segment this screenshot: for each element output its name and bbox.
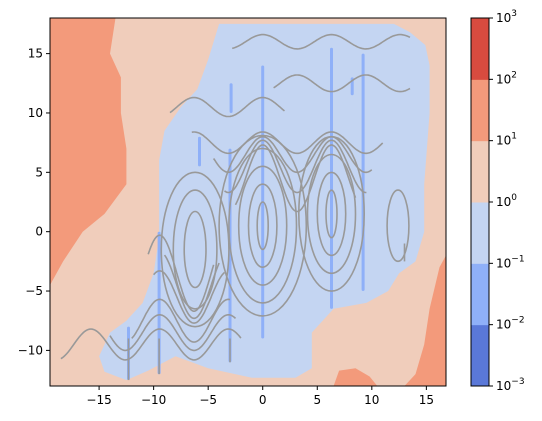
contour-line-10 [152,270,226,324]
region-5 [382,18,446,66]
region-1 [50,18,127,286]
plot-frame [49,17,447,387]
contour-line-21 [297,135,365,292]
contour-line-13 [256,201,270,251]
contour-line-0 [231,33,411,50]
colorbar-segment [471,140,489,203]
colorbar-segment [471,79,489,142]
contour-line-15 [237,165,288,286]
contour-line-4 [212,135,373,174]
contour-line-12 [147,234,215,312]
contour-line-17 [218,134,308,317]
contour-line-18 [325,189,338,239]
x-tick-label: 10 [364,393,379,407]
colorbar-tick-label: 103 [496,9,517,25]
y-tick-label: 0 [35,225,43,239]
x-tick-label: 5 [313,393,321,407]
x-tick-label: −10 [141,393,166,407]
y-tick-label: 5 [35,165,43,179]
plot-area [50,18,446,386]
region-3 [333,368,378,386]
colorbar-segment [471,263,489,326]
contour-line-24 [160,171,230,328]
colorbar-segment [471,202,489,264]
contour-lines [60,33,411,381]
contour-line-5 [224,139,367,194]
contour-line-9 [131,298,231,343]
colorbar-segment [471,18,489,80]
contour-line-14 [247,183,278,268]
y-tick-label: −10 [18,343,43,357]
region-spike-13 [229,83,233,113]
colorbar-tick-label: 101 [496,132,517,148]
colorbar: 103 102 101 100 10−1 10−2 10−3 [470,9,525,393]
x-tick-label: 15 [419,393,434,407]
contour-line-7 [60,328,242,361]
y-axis: 15 10 5 0 −5 −10 [18,47,50,357]
contour-line-2 [169,96,285,118]
colorbar-tick-label: 100 [496,193,517,209]
region-spike-9 [198,136,201,167]
x-tick-label: 0 [259,393,267,407]
x-axis: −15 −10 −5 0 5 10 15 [86,386,434,407]
contour-line-20 [306,153,357,275]
contour-line-8 [109,314,237,352]
colorbar-segment [471,324,489,387]
contour-line-3 [191,131,384,155]
contour-line-11 [163,254,220,320]
contour-line-19 [316,171,347,257]
colorbar-tick-label: 102 [496,70,517,86]
y-tick-label: 10 [28,106,43,120]
contour-line-22 [183,210,207,289]
x-tick-label: −5 [199,393,217,407]
x-tick-label: −15 [86,393,111,407]
colorbar-tick-label: 10−2 [496,316,525,332]
y-tick-label: −5 [25,284,43,298]
contour-line-25 [386,189,410,263]
region-spike-11 [330,47,333,309]
contour-line-1 [273,74,411,93]
contour-line-16 [228,147,298,304]
colorbar-tick-label: 10−1 [496,254,525,270]
y-tick-label: 15 [28,47,43,61]
contour-line-23 [172,189,218,310]
colorbar-tick-label: 10−3 [496,377,525,393]
region-2 [404,255,446,386]
